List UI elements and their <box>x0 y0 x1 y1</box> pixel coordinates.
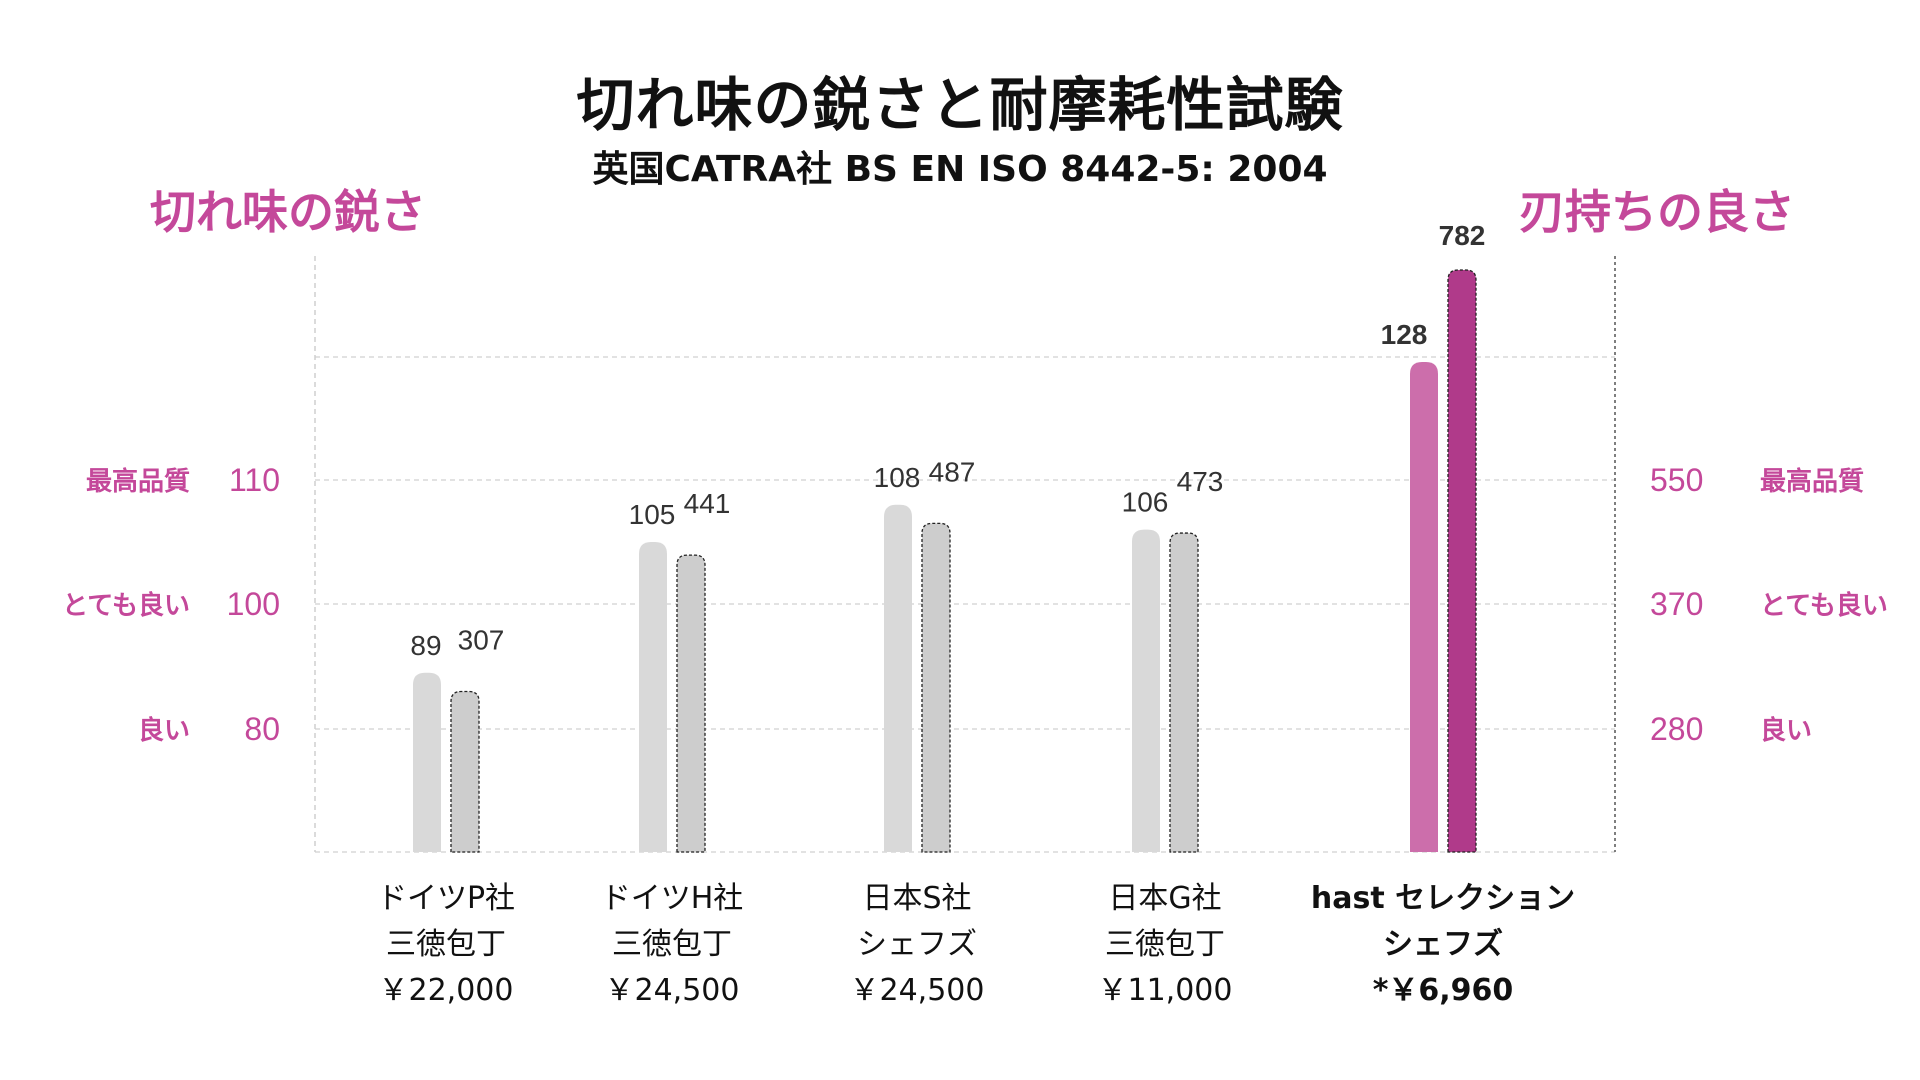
category-label: ￥22,000 <box>379 973 514 1008</box>
left-axis-title: 切れ味の鋭さ <box>150 185 426 239</box>
left-tick-desc: とても良い <box>62 590 190 621</box>
axes: 80 良い 100 とても良い 110 最高品質 280 良い 370 とても良い 550 最高品質 <box>62 256 1888 852</box>
category-label: 三徳包丁 <box>1105 927 1225 962</box>
right-tick-label: 370 <box>1650 586 1703 622</box>
bar-durability <box>921 522 951 853</box>
right-tick-label: 550 <box>1650 462 1703 498</box>
bar-sharpness <box>413 672 441 852</box>
value-label-durability: 487 <box>929 456 976 487</box>
value-label-sharpness: 128 <box>1381 319 1428 350</box>
bars <box>413 269 1477 853</box>
chart-subtitle: 英国CATRA社 BS EN ISO 8442-5: 2004 <box>592 149 1328 190</box>
category-label: ￥24,500 <box>605 973 740 1008</box>
category-label: ￥24,500 <box>850 973 985 1008</box>
bar-sharpness <box>1132 529 1160 852</box>
gridlines <box>315 356 1615 853</box>
category-label: 日本G社 <box>1108 881 1221 916</box>
category-label: シェフズ <box>1383 927 1503 962</box>
right-tick-desc: とても良い <box>1760 590 1888 621</box>
right-tick-desc: 最高品質 <box>1760 466 1864 497</box>
right-tick-label: 280 <box>1650 711 1703 747</box>
right-tick-desc: 良い <box>1760 715 1812 746</box>
left-tick-desc: 最高品質 <box>86 466 190 497</box>
value-label-durability: 473 <box>1177 466 1224 497</box>
bar-durability <box>450 690 480 853</box>
bar-sharpness <box>884 504 912 852</box>
value-label-durability: 782 <box>1439 220 1486 251</box>
bar-durability <box>1447 269 1477 853</box>
left-tick-label: 100 <box>227 586 280 622</box>
value-label-sharpness: 106 <box>1122 487 1169 518</box>
value-label-durability: 307 <box>458 625 505 656</box>
category-label: シェフズ <box>857 927 977 962</box>
bar-durability <box>1169 532 1199 853</box>
category-label: 三徳包丁 <box>386 927 506 962</box>
bar-sharpness <box>639 542 667 852</box>
right-axis-title: 刃持ちの良さ <box>1519 185 1795 239</box>
category-label: ドイツH社 <box>601 881 744 916</box>
chart-title: 切れ味の鋭さと耐摩耗性試験 <box>576 71 1344 139</box>
bar-durability <box>676 554 706 853</box>
bar-sharpness <box>1410 362 1438 852</box>
value-label-durability: 441 <box>684 488 731 519</box>
category-label: ￥11,000 <box>1098 973 1233 1008</box>
left-tick-label: 110 <box>229 462 280 498</box>
category-label: hast セレクション <box>1311 881 1575 916</box>
category-label: ドイツP社 <box>377 881 515 916</box>
category-label: 日本S社 <box>862 881 971 916</box>
value-label-sharpness: 105 <box>629 499 676 530</box>
value-label-sharpness: 89 <box>410 630 441 661</box>
category-label: *￥6,960 <box>1373 973 1514 1008</box>
left-tick-label: 80 <box>244 711 280 747</box>
category-label: 三徳包丁 <box>612 927 732 962</box>
left-tick-desc: 良い <box>138 715 190 746</box>
value-label-sharpness: 108 <box>874 462 921 493</box>
